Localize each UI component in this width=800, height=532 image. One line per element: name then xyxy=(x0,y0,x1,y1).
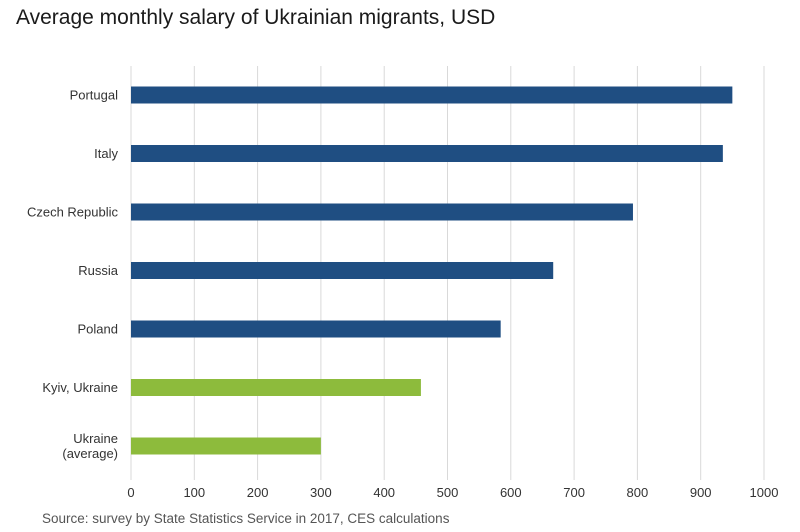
source-note: Source: survey by State Statistics Servi… xyxy=(42,511,450,526)
category-label-poland: Poland xyxy=(78,322,118,337)
x-tick-label-500: 500 xyxy=(437,485,459,500)
category-label-russia: Russia xyxy=(78,263,119,278)
x-tick-label-0: 0 xyxy=(127,485,134,500)
x-tick-label-300: 300 xyxy=(310,485,332,500)
category-labels: Portugal Italy Czech Republic Russia Poland K… xyxy=(27,88,119,462)
bars xyxy=(131,86,733,455)
x-tick-label-700: 700 xyxy=(563,485,585,500)
bar-poland xyxy=(131,320,501,338)
x-tick-label-200: 200 xyxy=(247,485,269,500)
category-label-italy: Italy xyxy=(94,146,118,161)
chart-title: Average monthly salary of Ukrainian migr… xyxy=(16,6,496,29)
bar-portugal xyxy=(131,86,733,104)
x-tick-label-400: 400 xyxy=(373,485,395,500)
bar-ukraine-average xyxy=(131,437,321,455)
x-tick-label-600: 600 xyxy=(500,485,522,500)
bar-russia xyxy=(131,262,554,279)
x-tick-label-800: 800 xyxy=(627,485,649,500)
x-tick-label-100: 100 xyxy=(183,485,205,500)
bar-italy xyxy=(131,145,723,162)
x-tick-label-900: 900 xyxy=(690,485,712,500)
category-label-kyiv-ukraine: Kyiv, Ukraine xyxy=(42,380,118,395)
x-axis-tick-labels: 0 100 200 300 400 500 600 700 800 900 1000 xyxy=(127,485,778,500)
category-label-czech-republic: Czech Republic xyxy=(27,205,119,220)
bar-kyiv-ukraine xyxy=(131,379,421,396)
category-label-portugal: Portugal xyxy=(70,88,119,103)
bar-czech-republic xyxy=(131,203,633,221)
x-tick-label-1000: 1000 xyxy=(750,485,779,500)
category-label-ukraine-average: Ukraine (average) xyxy=(62,431,118,461)
